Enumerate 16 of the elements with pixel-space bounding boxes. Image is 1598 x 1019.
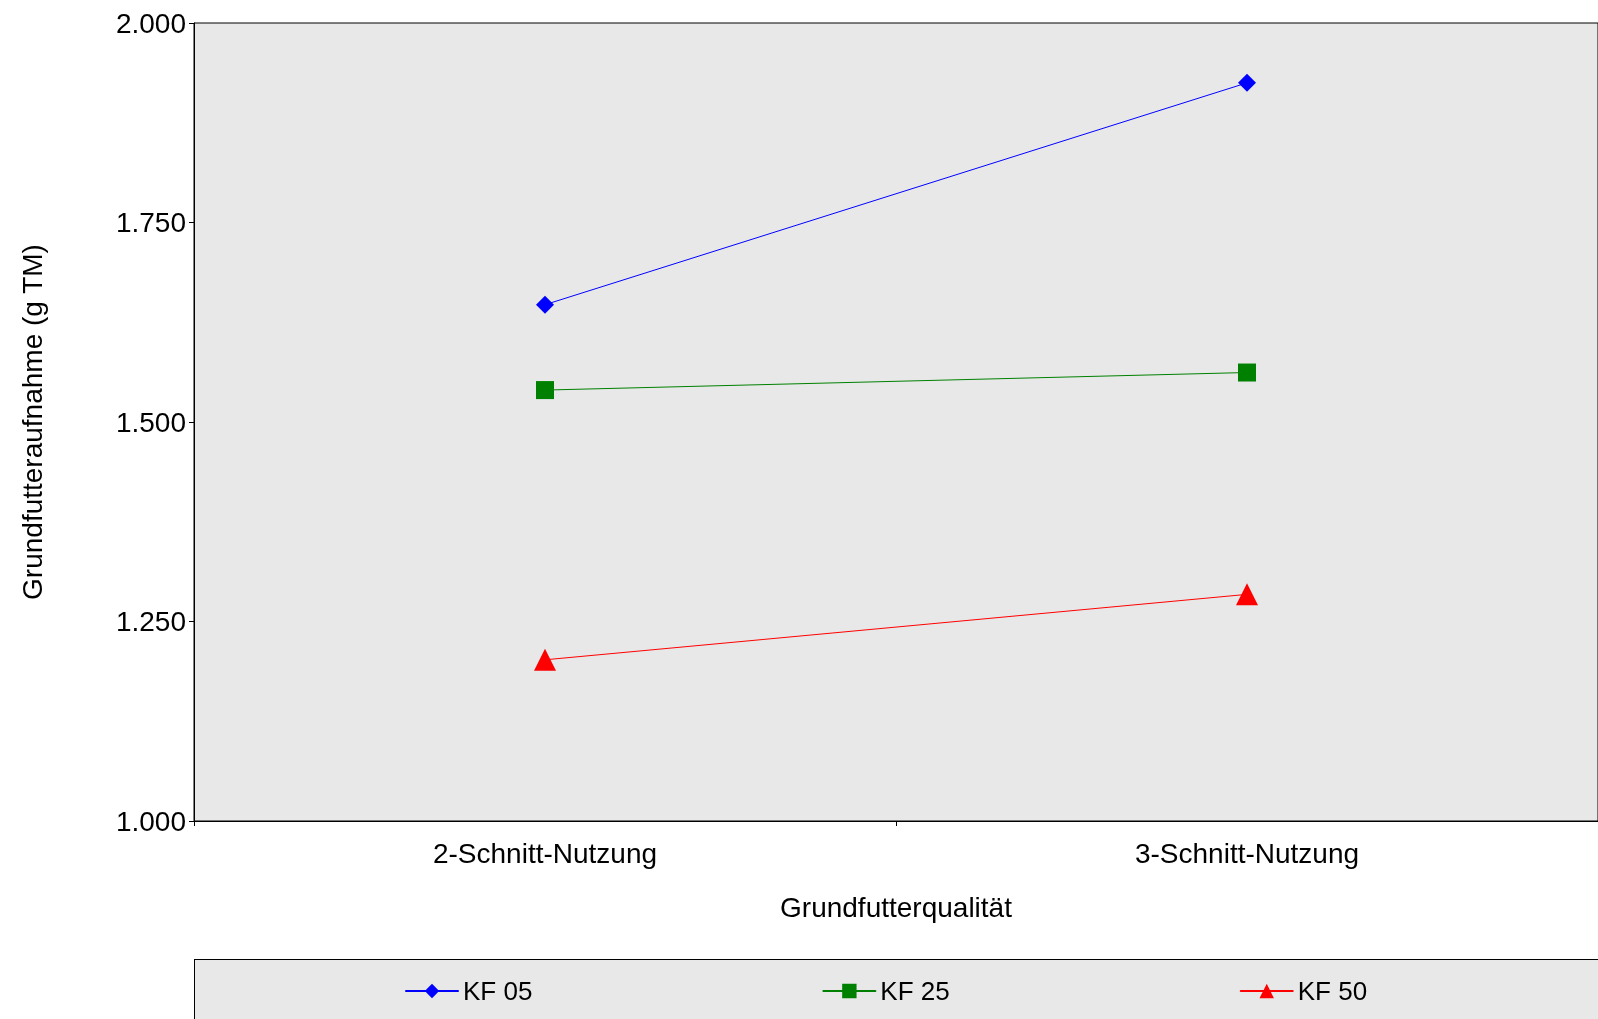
y-tick-label: 1.750 [115,207,186,238]
y-tick-label: 1.000 [115,805,186,837]
y-tick-label: 1.250 [115,606,186,637]
y-tick-label: 2.000 [115,7,186,39]
x-axis-title: Grundfutterqualität [780,891,1013,923]
legend-label: KF 05 [463,976,533,1006]
point [536,295,554,314]
legend-label: KF 25 [880,976,950,1006]
point [1238,73,1256,92]
y-axis-title: Grundfutteraufnahme (g TM) [16,244,48,600]
legend-label: KF 50 [1297,976,1368,1006]
x-tick-label: 2-Schnitt-Nutzung [432,837,658,869]
point [536,381,554,400]
x-tick-label: 3-Schnitt-Nutzung [1134,837,1360,869]
point [1238,363,1256,382]
y-tick-label: 1.500 [115,406,186,438]
